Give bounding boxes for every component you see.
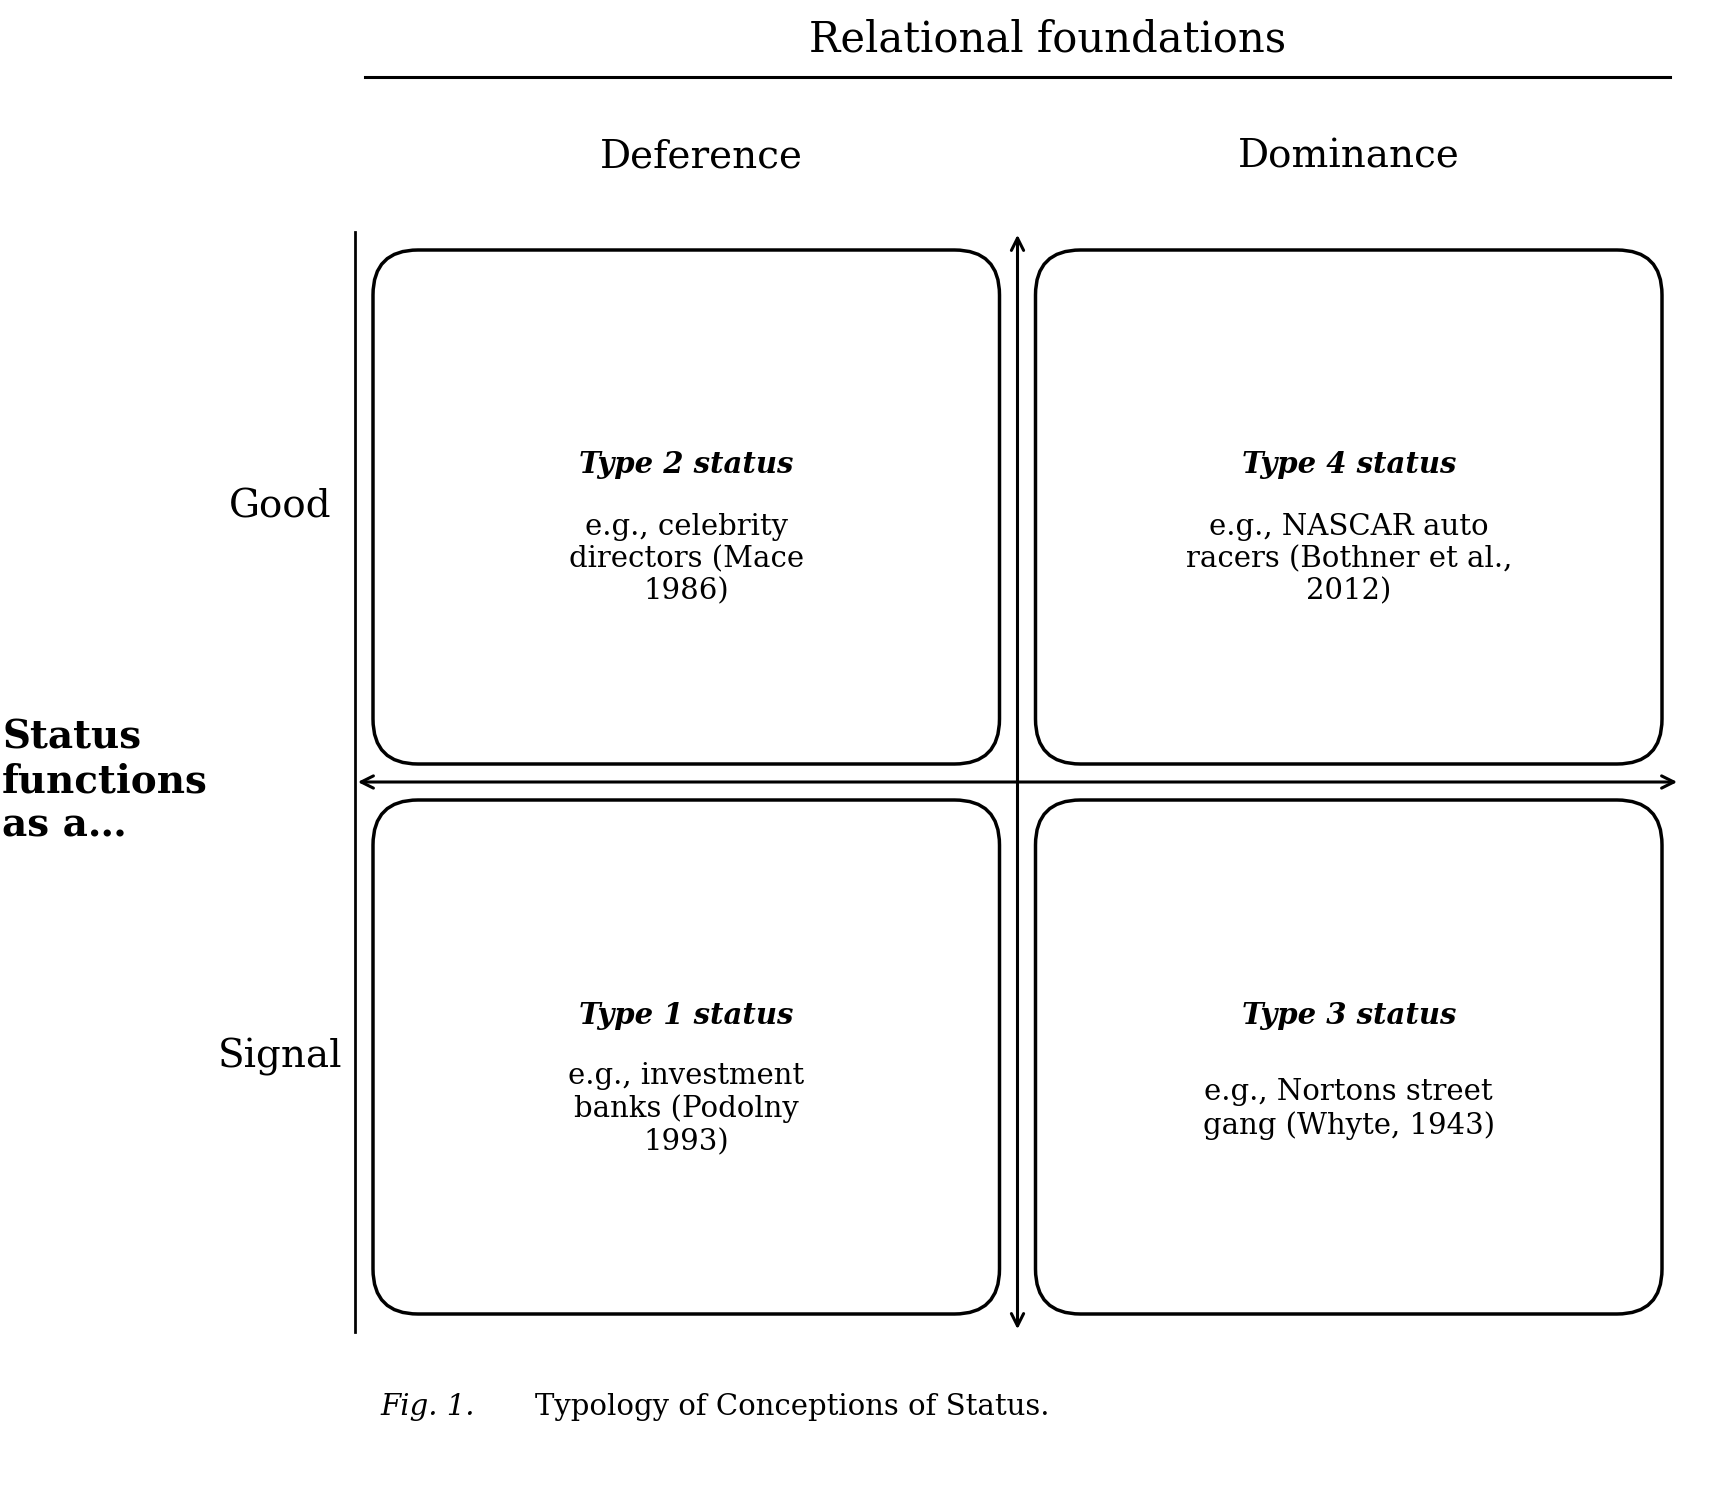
FancyBboxPatch shape (373, 249, 1000, 764)
Text: Typology of Conceptions of Status.: Typology of Conceptions of Status. (535, 1393, 1050, 1421)
Text: Type 2 status: Type 2 status (580, 451, 793, 479)
Text: e.g., NASCAR auto
racers (Bothner et al.,
2012): e.g., NASCAR auto racers (Bothner et al.… (1185, 513, 1512, 605)
Text: Deference: Deference (600, 139, 802, 175)
Text: Dominance: Dominance (1238, 139, 1460, 175)
Text: e.g., Nortons street
gang (Whyte, 1943): e.g., Nortons street gang (Whyte, 1943) (1202, 1078, 1495, 1140)
Text: e.g., investment
banks (Podolny
1993): e.g., investment banks (Podolny 1993) (568, 1061, 804, 1155)
Text: Relational foundations: Relational foundations (809, 20, 1286, 60)
FancyBboxPatch shape (1036, 800, 1662, 1314)
Text: Status
functions
as a…: Status functions as a… (2, 720, 209, 845)
FancyBboxPatch shape (373, 800, 1000, 1314)
Text: e.g., celebrity
directors (Mace
1986): e.g., celebrity directors (Mace 1986) (569, 513, 804, 605)
Text: Signal: Signal (217, 1039, 342, 1077)
Text: Good: Good (229, 488, 332, 526)
Text: Fig. 1.: Fig. 1. (380, 1393, 474, 1421)
Text: Type 3 status: Type 3 status (1241, 1001, 1455, 1030)
Text: Type 4 status: Type 4 status (1241, 451, 1455, 479)
FancyBboxPatch shape (1036, 249, 1662, 764)
Text: Type 1 status: Type 1 status (580, 1001, 793, 1030)
